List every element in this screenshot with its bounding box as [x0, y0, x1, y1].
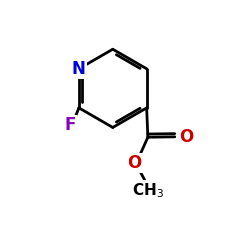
Text: CH$_3$: CH$_3$ [132, 182, 164, 200]
Text: F: F [65, 116, 76, 134]
Text: N: N [72, 60, 86, 78]
Text: O: O [179, 128, 193, 146]
Text: O: O [127, 154, 142, 172]
